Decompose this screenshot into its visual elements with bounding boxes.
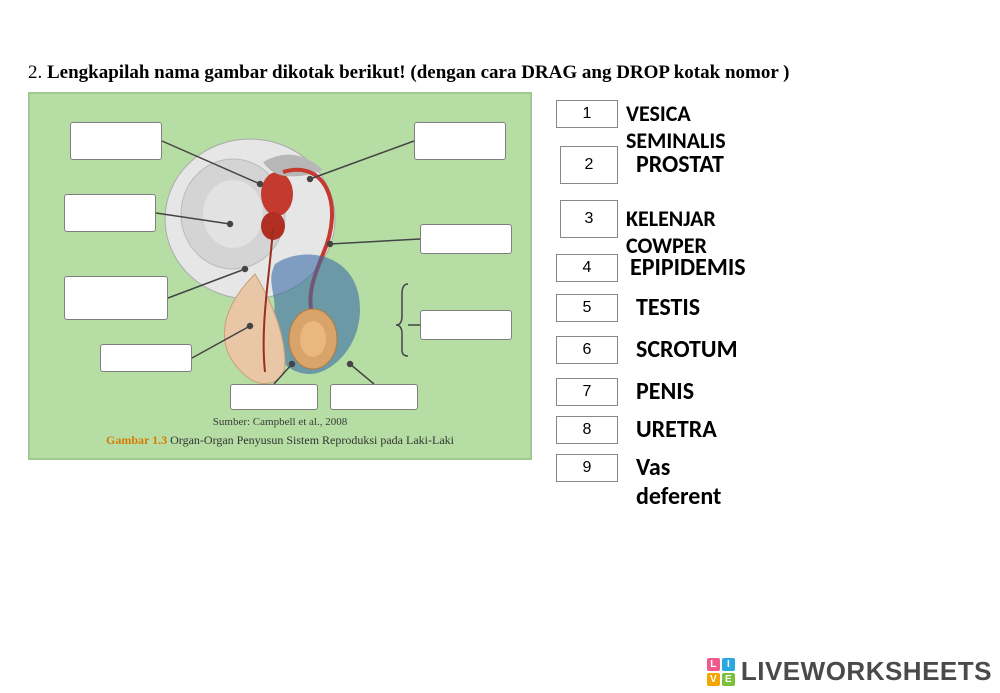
answer-label-2: PROSTAT [636,150,724,179]
answer-label-1: VESICA SEMINALIS [626,100,726,154]
figure-label: Gambar 1.3 [106,433,167,447]
answer-row-7: 7PENIS [556,378,618,406]
answer-row-3: 3KELENJAR COWPER [560,200,618,238]
drop-slot-2[interactable] [64,194,156,232]
answer-row-4: 4EPIPIDEMIS [556,254,618,282]
drop-slot-5[interactable] [230,384,318,410]
logo-cell: V [707,673,720,686]
answer-row-2: 2PROSTAT [560,146,618,184]
drag-number-box-2[interactable]: 2 [560,146,618,184]
drag-number-box-7[interactable]: 7 [556,378,618,406]
drag-number-box-8[interactable]: 8 [556,416,618,444]
drop-slot-6[interactable] [330,384,418,410]
drag-number-box-5[interactable]: 5 [556,294,618,322]
diagram-panel: Sumber: Campbell et al., 2008 Gambar 1.3… [28,92,532,460]
drag-number-box-1[interactable]: 1 [556,100,618,128]
logo-cell: I [722,658,735,671]
drag-number-box-4[interactable]: 4 [556,254,618,282]
liveworksheets-watermark: LIVE LIVEWORKSHEETS [707,656,992,687]
answer-row-8: 8URETRA [556,416,618,444]
answer-label-6: SCROTUM [636,335,738,364]
question-body: Lengkapilah nama gambar dikotak berikut!… [47,62,790,83]
figure-text: Organ-Organ Penyusun Sistem Reproduksi p… [170,433,454,447]
liveworksheets-logo-text: LIVEWORKSHEETS [741,656,992,687]
logo-cell: L [707,658,720,671]
liveworksheets-logo-icon: LIVE [707,658,735,686]
drop-slot-1[interactable] [70,122,162,160]
question-number: 2. [28,62,42,83]
drag-number-box-6[interactable]: 6 [556,336,618,364]
drop-slot-7[interactable] [420,310,512,340]
drop-slot-4[interactable] [100,344,192,372]
drop-slot-3[interactable] [64,276,168,320]
answer-label-4: EPIPIDEMIS [630,253,746,282]
worksheet-page: 2. Lengkapilah nama gambar dikotak berik… [0,0,1000,693]
drag-number-box-3[interactable]: 3 [560,200,618,238]
answer-label-8: URETRA [636,415,717,444]
answer-label-9: Vas deferent [636,453,721,511]
diagram-caption: Gambar 1.3 Organ-Organ Penyusun Sistem R… [30,433,530,448]
answer-row-6: 6SCROTUM [556,336,618,364]
drag-number-box-9[interactable]: 9 [556,454,618,482]
answer-label-5: TESTIS [636,293,700,322]
logo-cell: E [722,673,735,686]
answer-row-5: 5TESTIS [556,294,618,322]
question-text: 2. Lengkapilah nama gambar dikotak berik… [28,62,790,84]
drop-slot-9[interactable] [414,122,506,160]
answer-label-3: KELENJAR COWPER [626,205,716,259]
answer-label-7: PENIS [636,377,694,406]
diagram-source: Sumber: Campbell et al., 2008 [30,416,530,428]
answer-row-1: 1VESICA SEMINALIS [556,100,618,128]
answer-row-9: 9Vas deferent [556,454,618,482]
drop-slot-8[interactable] [420,224,512,254]
